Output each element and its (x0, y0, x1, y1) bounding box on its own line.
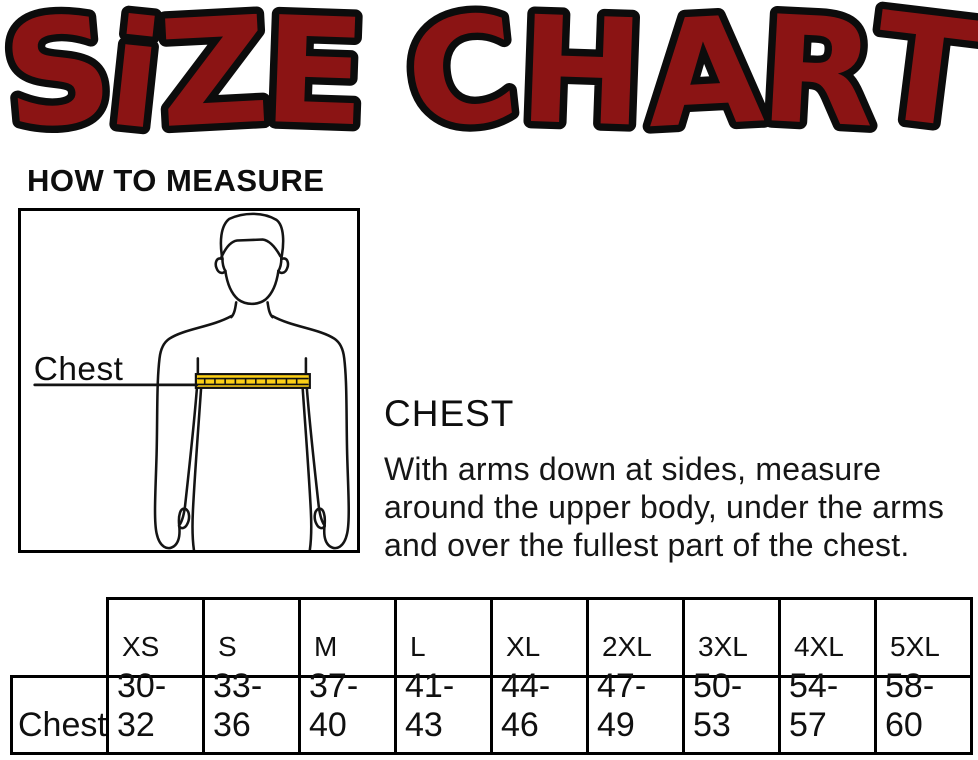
size-column-header-4xl: 4XL (778, 597, 877, 678)
size-table-data-row: Chest 30-32 33-36 37-40 41-43 44-46 47-4… (10, 667, 973, 755)
size-value-cell-4xl: 54-57 (778, 667, 877, 755)
figure-innerarm-right (304, 373, 326, 527)
size-column-header-m: M (298, 597, 397, 678)
figure-torso-right (300, 376, 313, 550)
torso-figure: Chest (33, 212, 350, 550)
title-letter: H (516, 0, 647, 159)
figure-neck-left (229, 301, 238, 319)
size-value-cell-xl: 44-46 (490, 667, 589, 755)
size-value-cell-xs: 30-32 (106, 667, 205, 755)
chest-section-heading: CHEST (384, 393, 515, 434)
size-column-header-xs: XS (106, 597, 205, 678)
size-column-header-xl: XL (490, 597, 589, 678)
size-value-cell-3xl: 50-53 (682, 667, 781, 755)
title-letter: T (864, 0, 978, 162)
title-letter: E (261, 0, 369, 159)
figure-face (224, 269, 280, 306)
size-chart-title: S i Z E C H A R T (0, 0, 978, 171)
measuring-tape (194, 373, 311, 389)
chest-description: With arms down at sides, measure around … (384, 450, 944, 564)
title-letter: R (756, 0, 880, 160)
figure-thumb-right (313, 507, 327, 530)
figure-arm-left (153, 314, 233, 550)
figure-ear-right (277, 257, 290, 275)
chest-description-line: around the upper body, under the arms (384, 489, 945, 525)
measurement-diagram: Chest (18, 208, 360, 553)
chest-description-line: and over the fullest part of the chest. (384, 527, 910, 563)
title-letter: S (0, 0, 119, 162)
figure-thumb-left (177, 507, 191, 530)
table-row-label-chest: Chest (10, 675, 109, 755)
title-letter: C (398, 0, 525, 163)
size-column-header-2xl: 2XL (586, 597, 685, 678)
tape-ticks (203, 378, 298, 385)
size-column-header-3xl: 3XL (682, 597, 781, 678)
size-value-cell-5xl: 58-60 (874, 667, 973, 755)
figure-sideburn-left (221, 256, 227, 273)
size-value-cell-l: 41-43 (394, 667, 493, 755)
figure-arm-right (271, 314, 350, 550)
size-value-cell-m: 37-40 (298, 667, 397, 755)
size-column-header-s: S (202, 597, 301, 678)
figure-innerarm-left (177, 373, 200, 527)
figure-neck-right (266, 301, 274, 319)
size-column-header-l: L (394, 597, 493, 678)
chest-description-line: With arms down at sides, measure (384, 451, 882, 487)
figure-ear-left (214, 257, 227, 275)
figure-torso-left (191, 376, 204, 550)
size-column-header-5xl: 5XL (874, 597, 973, 678)
how-to-measure-heading: HOW TO MEASURE (27, 163, 325, 198)
size-table-header-row: XS S M L XL 2XL 3XL 4XL 5XL (106, 597, 973, 678)
figure-sideburn-right (277, 256, 283, 273)
figure-hair (219, 212, 285, 261)
title-letter: A (642, 0, 767, 161)
size-value-cell-s: 33-36 (202, 667, 301, 755)
chest-diagram-label: Chest (34, 351, 124, 388)
title-letter: Z (155, 0, 273, 161)
figure-hairline (220, 238, 282, 259)
size-value-cell-2xl: 47-49 (586, 667, 685, 755)
